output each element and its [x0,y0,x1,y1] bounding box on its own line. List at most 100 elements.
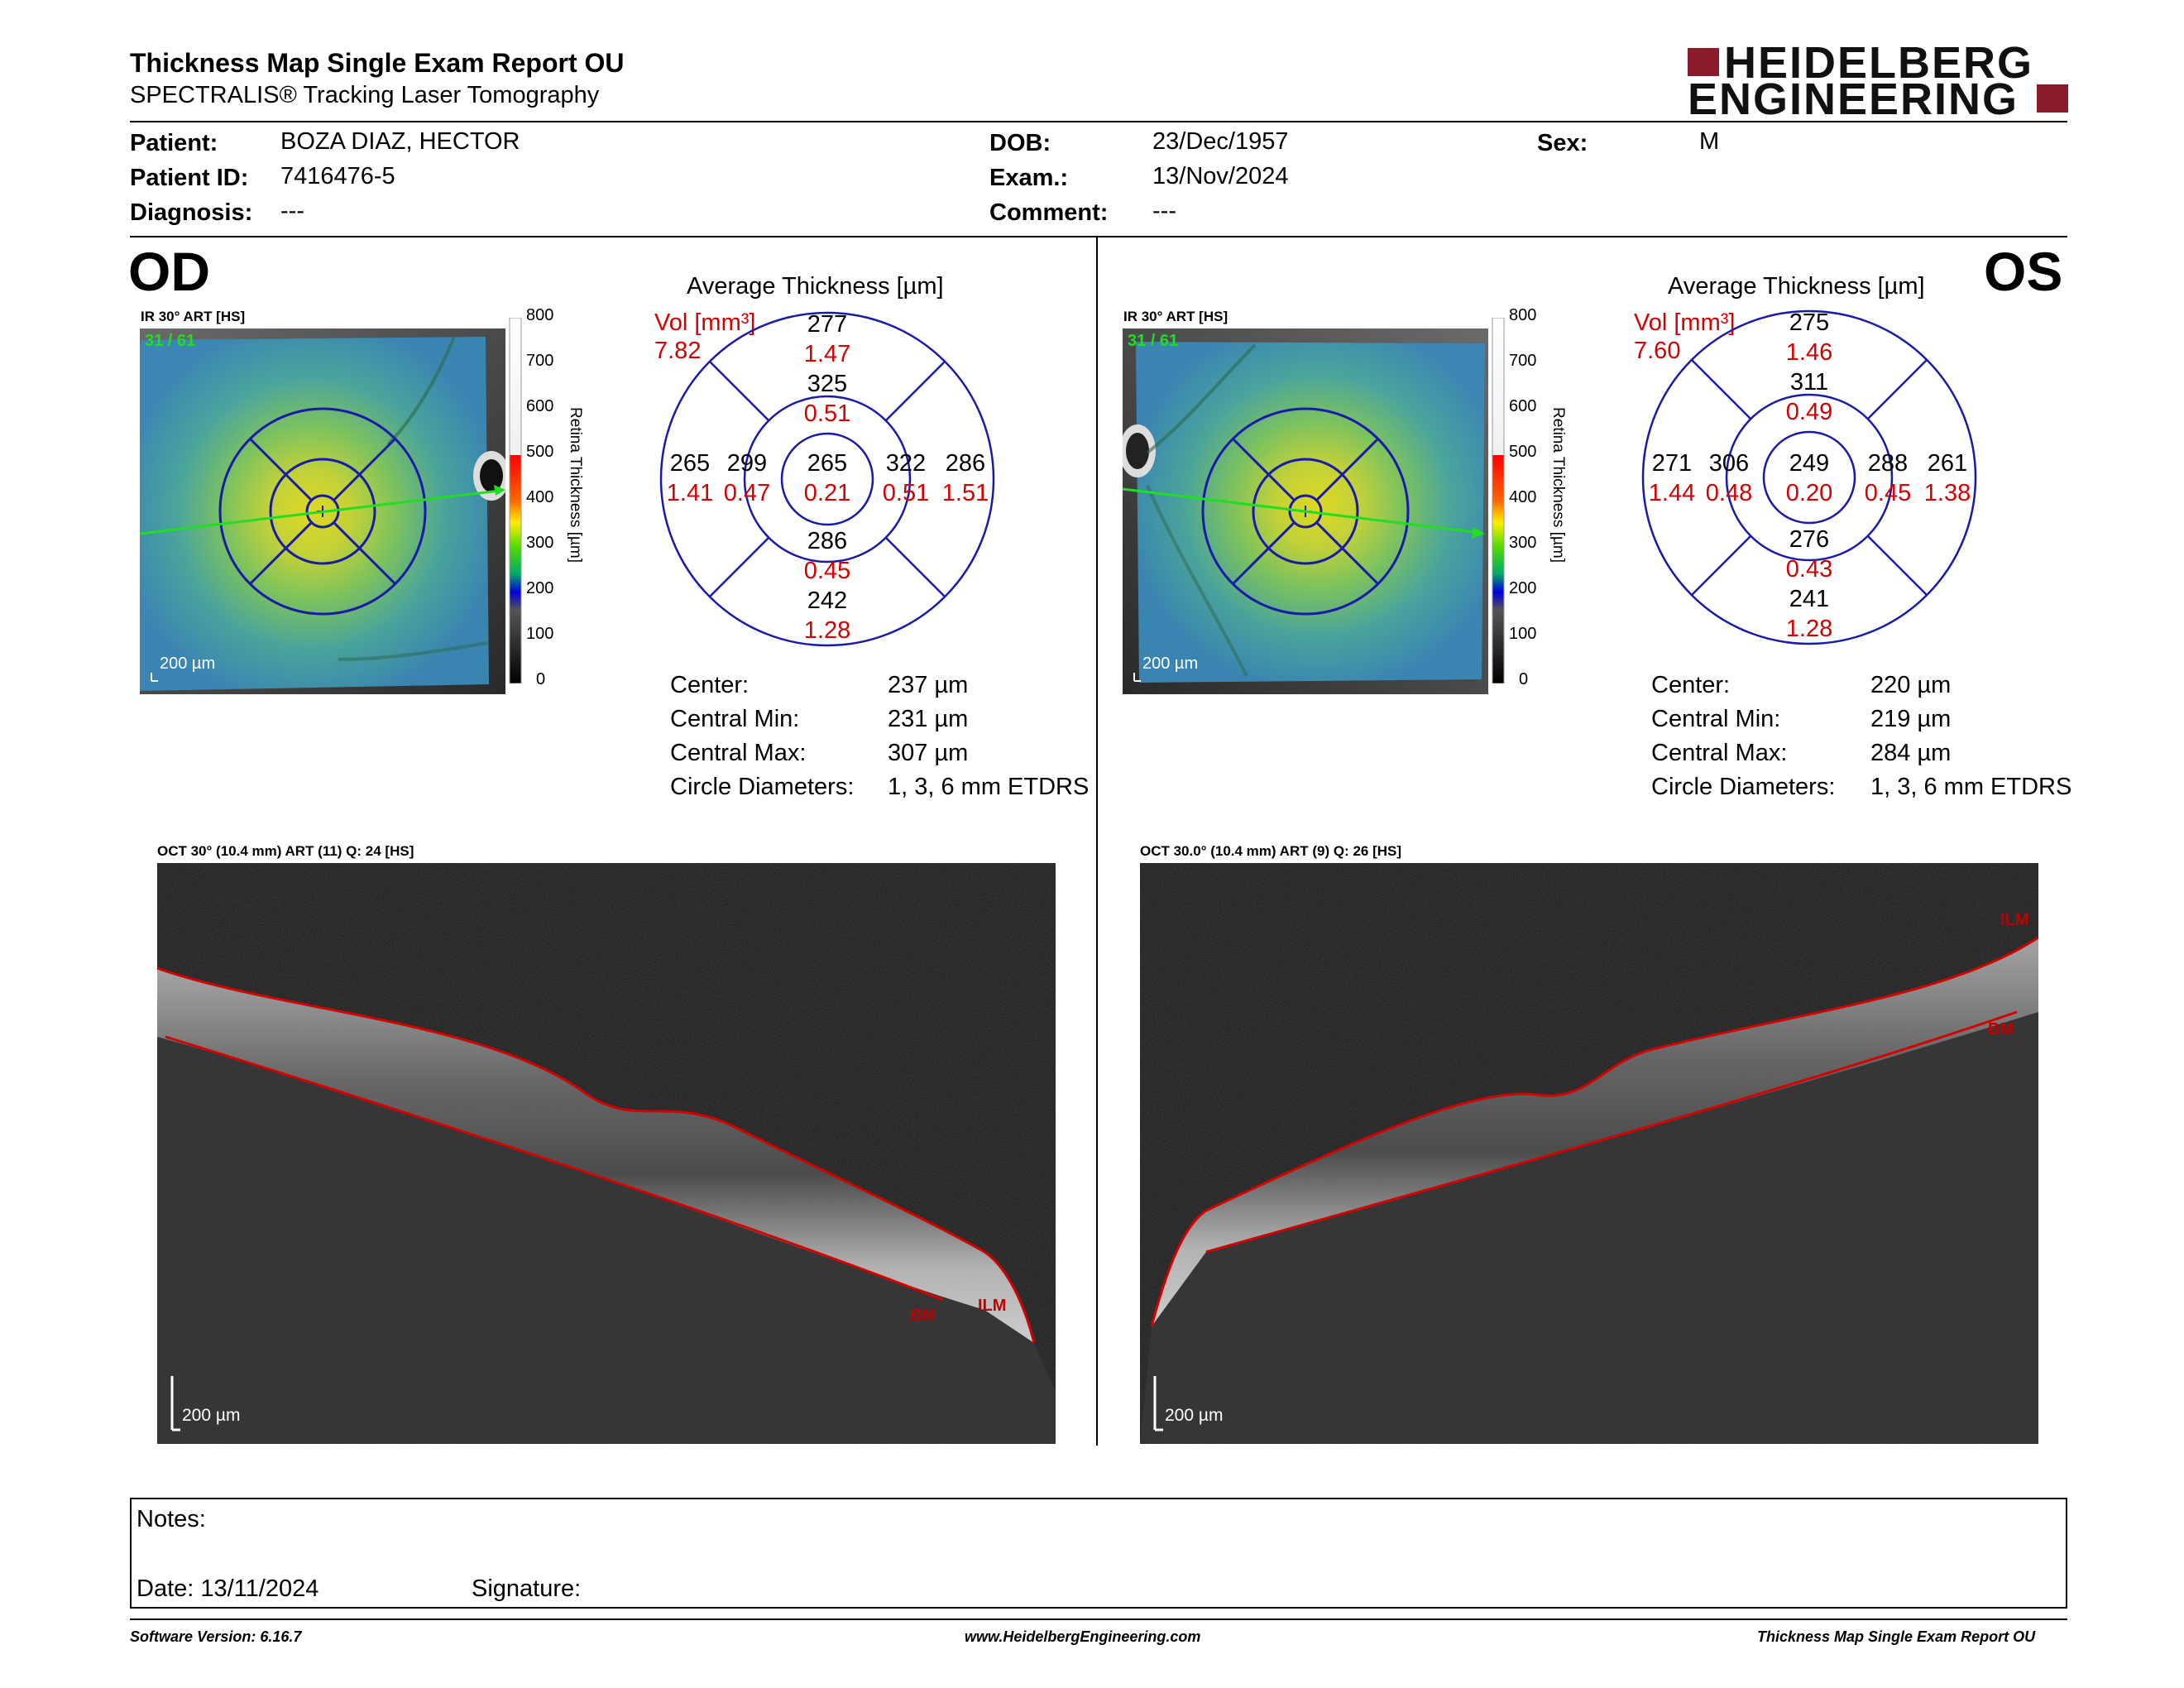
dob-value: 23/Dec/1957 [1152,128,1289,155]
od-tick-800: 800 [526,306,554,324]
os-oct-bscan: 200 µm BM ILM [1140,863,2039,1444]
od-outer-left-vol: 1.41 [666,480,714,506]
notes-date: Date: 13/11/2024 [136,1575,319,1602]
od-inner-sup-thick: 325 [807,371,848,397]
os-ilm-label: ILM [2000,911,2029,929]
os-bm-label: BM [1988,1020,2014,1038]
os-ir-label: IR 30° ART [HS] [1123,309,1228,324]
od-inner-left-thick: 299 [726,450,768,477]
os-outer-right-vol: 1.38 [1923,480,1971,506]
os-tick-400: 400 [1509,488,1537,506]
od-avg-title: Average Thickness [µm] [687,273,944,300]
os-tick-0: 0 [1519,670,1529,688]
od-ir-thickness-map: 31 / 61 200 µm [139,328,510,694]
dob-label: DOB: [989,130,1051,156]
patient-id: 7416476-5 [280,163,395,189]
od-outer-right-thick: 286 [945,450,986,477]
od-stat-max-label: Central Max: [670,740,807,766]
os-ir-counter: 31 / 61 [1128,332,1179,350]
os-center-thick: 249 [1789,450,1830,477]
report-title: Thickness Map Single Exam Report OU [130,48,625,78]
os-inner-right-vol: 0.45 [1864,480,1912,506]
os-scale-title: Retina Thickness [µm] [1549,407,1567,563]
od-etdrs-grid: 277 1.47 325 0.51 265 0.21 265 1.41 299 … [659,311,995,647]
comment-label: Comment: [989,199,1109,226]
os-stat-max-value: 284 µm [1870,740,1952,766]
od-ir-scale: 200 µm [160,655,216,673]
os-outer-sup-vol: 1.46 [1785,339,1833,366]
os-outer-inf-vol: 1.28 [1785,616,1833,642]
od-outer-inf-thick: 242 [807,587,848,614]
od-scale-title: Retina Thickness [µm] [567,407,584,563]
diagnosis-value: --- [280,198,304,224]
os-stat-center-label: Center: [1651,672,1731,698]
od-stat-center-value: 237 µm [888,672,969,698]
os-stat-min-value: 219 µm [1870,706,1952,732]
os-oct-scale: 200 µm [1165,1406,1224,1425]
os-outer-sup-thick: 275 [1789,309,1830,336]
footer-report: Thickness Map Single Exam Report OU [1757,1628,2036,1645]
od-bm-label: BM [910,1307,936,1325]
od-center-thick: 265 [807,450,848,477]
od-stat-max-value: 307 µm [888,740,969,766]
od-tick-600: 600 [526,397,554,415]
os-center-vol: 0.20 [1785,480,1833,506]
patient-name: BOZA DIAZ, HECTOR [280,128,520,155]
os-tick-300: 300 [1509,534,1537,552]
logo-line1: HEIDELBERG [1724,38,2034,88]
report-subtitle: SPECTRALIS® Tracking Laser Tomography [130,82,600,108]
od-stat-center-label: Center: [670,672,750,698]
od-scale-ticks: 800 700 600 500 400 300 200 100 0 [526,306,559,695]
os-tick-700: 700 [1509,352,1537,370]
od-ir-counter: 31 / 61 [145,332,196,350]
diagnosis-label: Diagnosis: [130,199,253,226]
od-tick-500: 500 [526,443,554,461]
od-tick-0: 0 [536,670,546,688]
sex-label: Sex: [1537,130,1588,156]
os-tick-800: 800 [1509,306,1537,324]
patient-label: Patient: [130,130,218,156]
os-inner-inf-vol: 0.43 [1785,556,1833,583]
os-color-scale-bar [1491,317,1507,684]
os-tick-600: 600 [1509,397,1537,415]
os-eye-label: OS [1984,241,2063,302]
od-stat-min-value: 231 µm [888,706,969,732]
od-outer-sup-vol: 1.47 [803,341,851,367]
od-color-scale-bar [508,317,524,684]
os-stat-diam-value: 1, 3, 6 mm ETDRS [1870,774,2072,800]
os-outer-inf-thick: 241 [1789,586,1830,612]
footer-url[interactable]: www.HeidelbergEngineering.com [965,1628,1201,1645]
od-outer-inf-vol: 1.28 [803,617,851,644]
od-center-vol: 0.21 [803,480,851,506]
od-oct-label: OCT 30° (10.4 mm) ART (11) Q: 24 [HS] [157,843,414,859]
os-stat-center-value: 220 µm [1870,672,1952,698]
comment-value: --- [1152,198,1176,224]
os-stat-min-label: Central Min: [1651,706,1781,732]
os-stat-diam-label: Circle Diameters: [1651,774,1836,800]
heidelberg-logo: HEIDELBERG ENGINEERING [1688,38,2068,124]
od-vol-label: Vol [mm³] [654,309,756,336]
od-tick-100: 100 [526,625,554,643]
os-etdrs-grid: 275 1.46 311 0.49 249 0.20 271 1.44 306 … [1641,309,1977,645]
od-oct-scale: 200 µm [182,1406,241,1425]
od-outer-sup-thick: 277 [807,311,848,338]
os-avg-title: Average Thickness [µm] [1668,273,1925,300]
os-ir-scale: 200 µm [1142,655,1199,673]
os-ir-thickness-map: 31 / 61 200 µm [1119,328,1488,694]
notes-box[interactable]: Notes: Date: 13/11/2024 Signature: [130,1498,2067,1609]
od-stat-diam-label: Circle Diameters: [670,774,855,800]
od-oct-bscan: 200 µm BM ILM [156,863,1056,1444]
od-outer-right-vol: 1.51 [941,480,989,506]
logo-line2: ENGINEERING [1688,74,2019,124]
os-vol-label: Vol [mm³] [1634,309,1736,336]
od-ilm-label: ILM [978,1297,1007,1315]
os-tick-500: 500 [1509,443,1537,461]
notes-label: Notes: [136,1506,206,1532]
od-inner-right-thick: 322 [885,450,927,477]
os-outer-left-thick: 271 [1651,450,1693,477]
patient-id-label: Patient ID: [130,165,249,191]
os-outer-right-thick: 261 [1927,450,1968,477]
od-tick-700: 700 [526,352,554,370]
os-inner-sup-thick: 311 [1789,369,1829,396]
od-eye-label: OD [128,241,210,302]
